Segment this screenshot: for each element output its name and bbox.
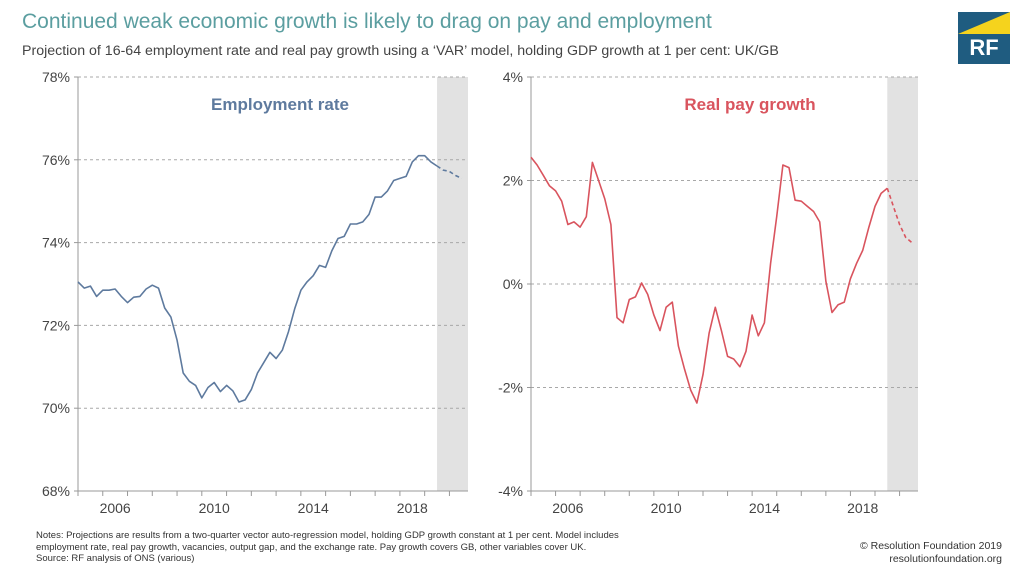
- website-link[interactable]: resolutionfoundation.org: [889, 553, 1002, 565]
- employment-xtick-label: 2018: [397, 500, 428, 516]
- page-subtitle: Projection of 16-64 employment rate and …: [22, 43, 779, 59]
- resolution-foundation-logo: RF: [958, 12, 1010, 64]
- employment-ytick-label: 74%: [42, 235, 70, 251]
- copyright: © Resolution Foundation 2019: [859, 540, 1002, 552]
- employment-xtick-label: 2010: [199, 500, 230, 516]
- notes-line-1: Notes: Projections are results from a tw…: [36, 530, 619, 541]
- employment-ytick-label: 78%: [42, 69, 70, 85]
- employment-xtick-label: 2014: [298, 500, 329, 516]
- employment-projection-shade: [437, 77, 468, 491]
- real-pay-chart-title: Real pay growth: [684, 95, 815, 114]
- credit: © Resolution Foundation 2019 resolutionf…: [860, 540, 1002, 566]
- employment-series-projection: [436, 165, 463, 180]
- real-pay-ytick-label: 0%: [503, 276, 523, 292]
- real-pay-ytick-label: 4%: [503, 69, 523, 85]
- logo-text: RF: [969, 35, 999, 60]
- chart-notes: Notes: Projections are results from a tw…: [36, 530, 736, 565]
- real-pay-ytick-label: -4%: [498, 483, 523, 499]
- real-pay-series-actual: [530, 156, 888, 404]
- employment-chart-title: Employment rate: [211, 95, 349, 114]
- notes-line-2: employment rate, real pay growth, vacanc…: [36, 541, 587, 553]
- real-pay-xtick-label: 2014: [749, 500, 780, 516]
- employment-ytick-label: 68%: [42, 483, 70, 499]
- logo-accent-triangle: [958, 12, 1010, 34]
- employment-ytick-label: 70%: [42, 400, 70, 416]
- real-pay-xtick-label: 2018: [847, 500, 878, 516]
- real-pay-series-projection: [886, 188, 913, 244]
- employment-xtick-label: 2006: [100, 500, 131, 516]
- employment-ytick-label: 76%: [42, 152, 70, 168]
- employment-series-actual: [77, 154, 438, 403]
- employment-ytick-label: 72%: [42, 317, 70, 333]
- real-pay-ytick-label: 2%: [503, 173, 523, 189]
- real-pay-xtick-label: 2010: [651, 500, 682, 516]
- page-title: Continued weak economic growth is likely…: [22, 10, 712, 33]
- real-pay-ytick-label: -2%: [498, 380, 523, 396]
- source-line: Source: RF analysis of ONS (various): [36, 553, 195, 564]
- real-pay-xtick-label: 2006: [552, 500, 583, 516]
